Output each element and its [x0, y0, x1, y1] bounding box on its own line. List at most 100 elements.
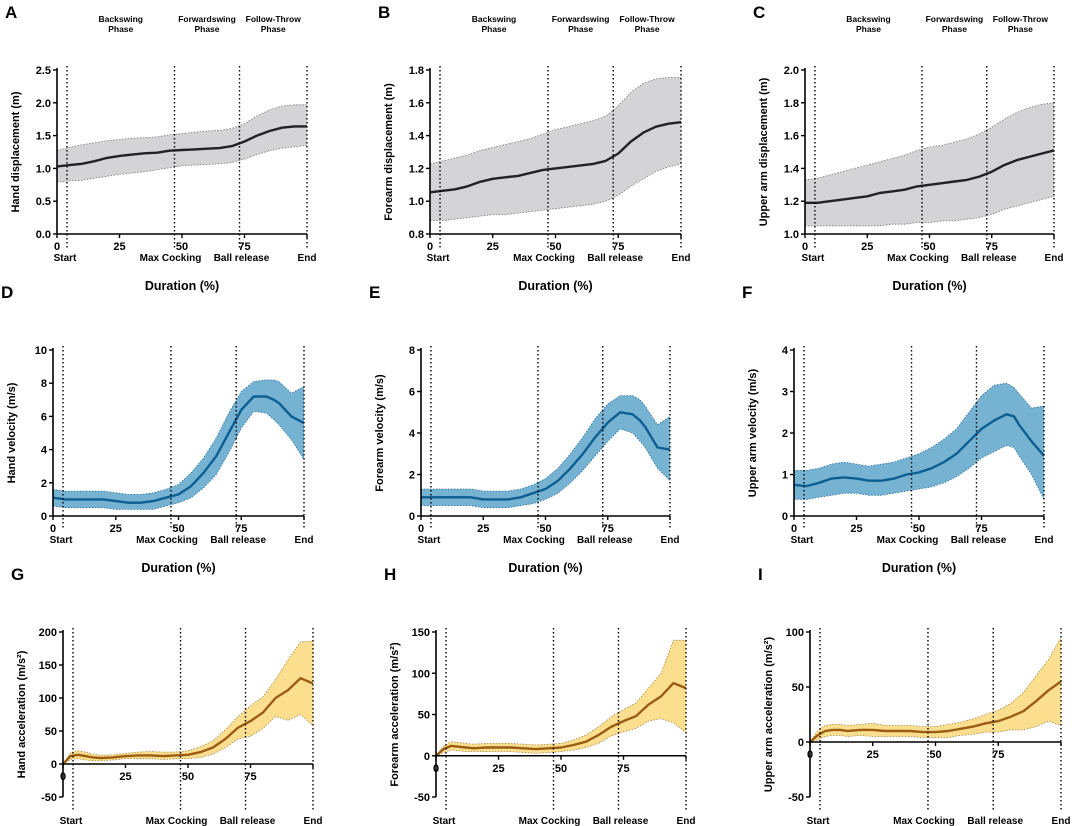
x-tick-label: 50 [913, 523, 925, 535]
mean-line [809, 680, 1062, 743]
panel-e: E 0 2 4 6 8 0 25 50 75 Start Max Cocking Ball releas… [369, 283, 679, 575]
sd-lower-edge [52, 410, 305, 510]
sd-band [805, 102, 1054, 226]
x-tick-label: 75 [244, 771, 256, 783]
y-tick-label: 0.5 [36, 196, 51, 208]
sd-lower-edge [794, 444, 1045, 500]
y-tick-label: 100 [39, 693, 57, 705]
panel-a: A Backswing Phase Forwardswing Phase Follow-T… [5, 3, 316, 293]
event-label-start: Start [54, 253, 77, 264]
sd-upper-edge [429, 77, 681, 165]
event-label-ball-release: Ball release [951, 535, 1007, 546]
x-tick-label: 50 [549, 241, 561, 253]
sd-upper-edge [62, 640, 314, 765]
y-tick-label: 100 [412, 668, 430, 680]
mean-line [435, 681, 687, 757]
sd-upper-edge [421, 395, 671, 492]
y-tick-label: 6 [409, 387, 415, 399]
event-label-ball-release: Ball release [967, 816, 1023, 826]
y-tick-label: 200 [39, 627, 57, 639]
event-label-ball-release: Ball release [220, 816, 276, 826]
sd-upper-edge [52, 379, 305, 495]
event-label-start: Start [807, 816, 830, 826]
event-label-ball-release: Ball release [214, 253, 270, 264]
y-tick-label: 1.0 [784, 229, 799, 241]
mean-line [805, 149, 1055, 204]
y-tick-label: 100 [786, 627, 804, 639]
phase-label: Backswing Phase [846, 14, 890, 34]
y-tick-label: 3 [782, 387, 788, 399]
event-label-start: Start [791, 535, 814, 546]
event-label-ball-release: Ball release [577, 535, 633, 546]
x-tick-label: 0 [427, 241, 433, 253]
y-axis-title: Upper arm acceleration (m/s²) [763, 637, 775, 793]
y-tick-label: 0 [41, 511, 47, 523]
event-label-max-cocking: Max Cocking [146, 816, 208, 826]
y-tick-label: 8 [41, 378, 47, 390]
x-tick-label: 0 [433, 763, 439, 775]
y-tick-label: 4 [41, 445, 48, 457]
event-label-max-cocking: Max Cocking [893, 816, 955, 826]
event-label-start: Start [427, 253, 450, 264]
phase-label: Forwardswing Phase [178, 14, 236, 34]
mean-line [429, 121, 682, 194]
event-label-start: Start [433, 816, 456, 826]
event-label-end: End [1045, 253, 1064, 264]
x-tick-label: 25 [110, 523, 122, 535]
event-label-end: End [1035, 535, 1054, 546]
phase-label: Forwardswing Phase [552, 14, 610, 34]
y-tick-label: 1.6 [784, 131, 799, 143]
y-tick-label: 50 [792, 682, 804, 694]
panel-label: F [742, 283, 752, 302]
x-tick-label: 0 [802, 241, 808, 253]
y-tick-label: 0.0 [36, 229, 51, 241]
sd-upper-edge [794, 382, 1045, 471]
sd-band [421, 395, 670, 508]
event-label-max-cocking: Max Cocking [519, 816, 581, 826]
x-tick-label: 50 [555, 763, 567, 775]
y-tick-label: 1.8 [784, 98, 799, 110]
sd-upper-edge [809, 637, 1062, 743]
sd-band [810, 637, 1061, 742]
x-tick-label: 0 [60, 771, 66, 783]
y-tick-label: -50 [414, 792, 430, 804]
y-tick-label: 1.2 [409, 163, 424, 175]
event-label-max-cocking: Max Cocking [503, 535, 565, 546]
y-tick-label: 1.2 [784, 196, 799, 208]
y-tick-label: 1.6 [409, 98, 424, 110]
sd-upper-edge [804, 102, 1055, 181]
event-label-end: End [298, 253, 317, 264]
event-label-max-cocking: Max Cocking [140, 253, 202, 264]
panel-label: C [753, 3, 765, 22]
phase-label: Follow-Throw Phase [619, 14, 675, 34]
sd-band [63, 641, 313, 764]
y-tick-label: -50 [788, 792, 804, 804]
panel-label: I [758, 565, 763, 584]
y-tick-label: 1.5 [36, 131, 51, 143]
x-tick-label: 25 [861, 241, 873, 253]
y-tick-label: 0.8 [409, 229, 424, 241]
event-label-end: End [672, 253, 691, 264]
y-tick-label: 2.5 [36, 65, 51, 77]
event-label-ball-release: Ball release [587, 253, 643, 264]
x-axis-title: Duration (%) [892, 279, 966, 293]
y-axis-title: Forearm acceleration (m/s²) [389, 642, 401, 787]
event-label-max-cocking: Max Cocking [513, 253, 575, 264]
panel-label: A [5, 3, 17, 22]
sd-band [53, 379, 304, 510]
panel-label: B [378, 3, 390, 22]
y-axis-title: Forearm displacement (m) [383, 83, 395, 221]
x-tick-label: 50 [929, 749, 941, 761]
x-tick-label: 0 [50, 523, 56, 535]
x-tick-label: 75 [235, 523, 247, 535]
x-tick-label: 0 [807, 749, 813, 761]
x-tick-label: 25 [850, 523, 862, 535]
y-tick-label: 1 [782, 470, 788, 482]
sd-lower-edge [421, 428, 671, 509]
y-tick-label: 50 [45, 726, 57, 738]
x-tick-label: 25 [119, 771, 131, 783]
y-tick-label: 1.8 [409, 65, 424, 77]
x-tick-label: 0 [418, 523, 424, 535]
event-label-start: Start [50, 535, 73, 546]
x-tick-label: 50 [176, 241, 188, 253]
